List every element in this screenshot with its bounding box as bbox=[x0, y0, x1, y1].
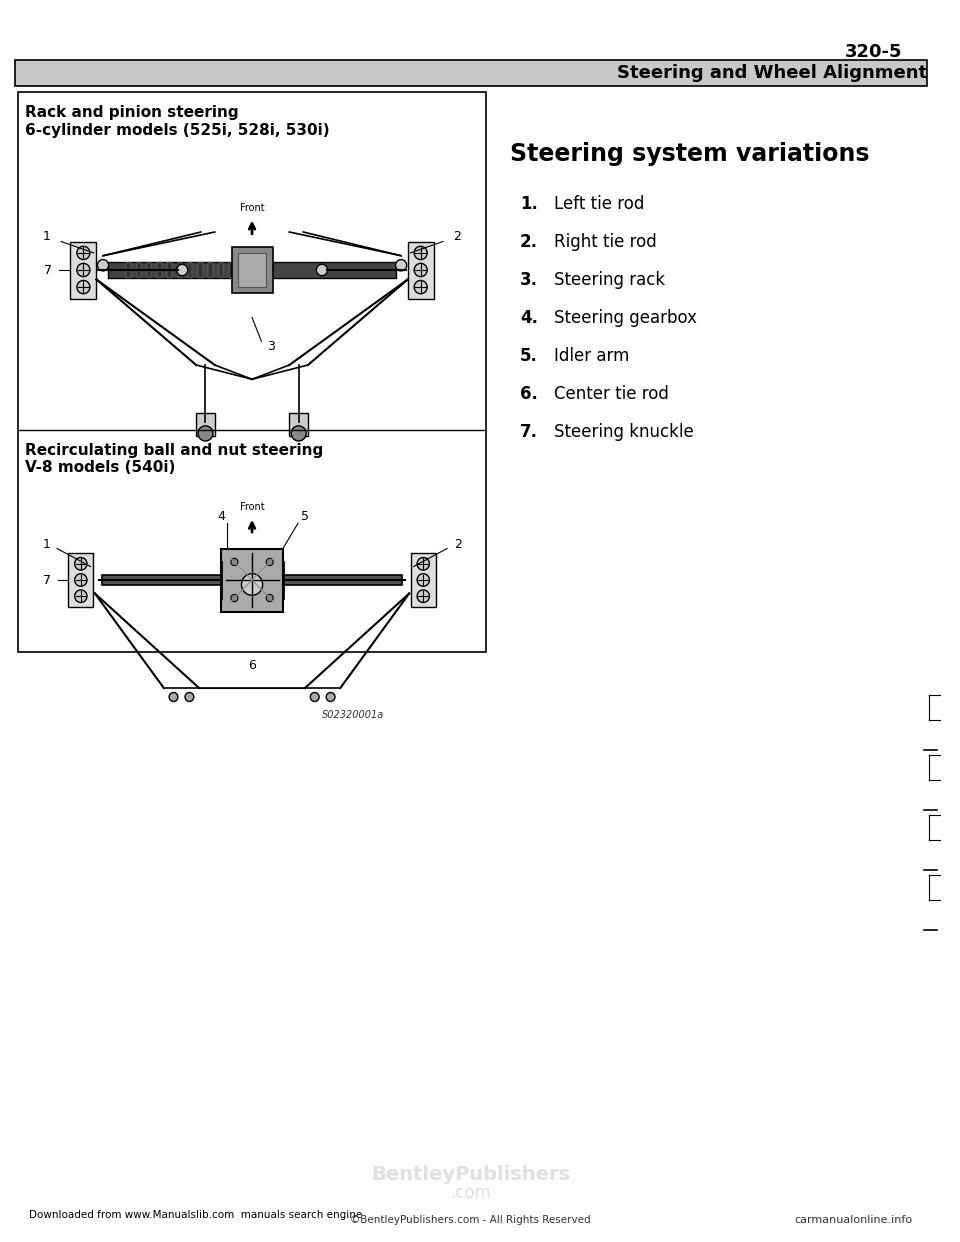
Circle shape bbox=[266, 559, 274, 565]
Bar bbox=[157, 262, 161, 278]
Bar bbox=[188, 262, 192, 278]
Bar bbox=[196, 412, 215, 436]
Text: Front: Front bbox=[240, 503, 264, 513]
Bar bbox=[167, 262, 172, 278]
Text: 1: 1 bbox=[43, 230, 51, 243]
Circle shape bbox=[414, 263, 427, 277]
Text: Recirculating ball and nut steering: Recirculating ball and nut steering bbox=[26, 442, 324, 457]
Circle shape bbox=[230, 559, 238, 565]
Text: 6.: 6. bbox=[519, 385, 538, 402]
Text: 1.: 1. bbox=[519, 195, 538, 212]
Bar bbox=[219, 262, 223, 278]
Circle shape bbox=[230, 595, 238, 601]
Circle shape bbox=[396, 260, 407, 271]
Circle shape bbox=[75, 574, 87, 586]
Text: BentleyPublishers: BentleyPublishers bbox=[372, 1165, 570, 1185]
Circle shape bbox=[266, 595, 274, 601]
Text: 6: 6 bbox=[248, 660, 256, 672]
Bar bbox=[108, 262, 396, 278]
Bar bbox=[17, 92, 487, 652]
Bar bbox=[239, 262, 244, 278]
Bar bbox=[127, 262, 131, 278]
Text: Steering rack: Steering rack bbox=[554, 271, 665, 289]
Text: 5: 5 bbox=[301, 510, 309, 523]
Circle shape bbox=[77, 246, 90, 260]
Bar bbox=[289, 412, 308, 436]
Bar bbox=[198, 262, 203, 278]
Circle shape bbox=[326, 693, 335, 702]
Circle shape bbox=[198, 426, 213, 441]
Circle shape bbox=[414, 246, 427, 260]
Bar bbox=[178, 262, 182, 278]
Bar bbox=[14, 60, 926, 86]
Circle shape bbox=[291, 426, 306, 441]
Text: 320-5: 320-5 bbox=[845, 43, 902, 61]
Bar bbox=[231, 247, 273, 293]
Bar bbox=[238, 253, 266, 287]
Bar bbox=[68, 553, 93, 607]
Text: Right tie rod: Right tie rod bbox=[554, 233, 657, 251]
Text: ©BentleyPublishers.com - All Rights Reserved: ©BentleyPublishers.com - All Rights Rese… bbox=[350, 1215, 591, 1225]
Text: Steering system variations: Steering system variations bbox=[510, 142, 870, 166]
Circle shape bbox=[417, 558, 429, 570]
Text: Downloaded from www.Manualslib.com  manuals search engine: Downloaded from www.Manualslib.com manua… bbox=[30, 1210, 363, 1220]
Text: Steering gearbox: Steering gearbox bbox=[554, 309, 697, 327]
Bar bbox=[221, 549, 283, 611]
Circle shape bbox=[185, 693, 194, 702]
Text: Center tie rod: Center tie rod bbox=[554, 385, 669, 402]
Text: Front: Front bbox=[240, 202, 264, 212]
Text: 2: 2 bbox=[453, 230, 461, 243]
Bar bbox=[102, 575, 402, 585]
Circle shape bbox=[75, 590, 87, 602]
Bar bbox=[147, 262, 152, 278]
Bar bbox=[411, 553, 436, 607]
Text: S02320001a: S02320001a bbox=[323, 710, 384, 720]
Bar bbox=[208, 262, 213, 278]
Text: Left tie rod: Left tie rod bbox=[554, 195, 644, 212]
Circle shape bbox=[242, 574, 263, 595]
Circle shape bbox=[414, 281, 427, 294]
Text: 1: 1 bbox=[42, 538, 50, 550]
Circle shape bbox=[417, 574, 429, 586]
Text: Steering and Wheel Alignment: Steering and Wheel Alignment bbox=[616, 65, 926, 82]
Text: V-8 models (540i): V-8 models (540i) bbox=[26, 461, 176, 476]
Text: 3.: 3. bbox=[519, 271, 538, 289]
Circle shape bbox=[317, 265, 327, 276]
Text: 3: 3 bbox=[267, 339, 275, 353]
Text: 7: 7 bbox=[43, 574, 51, 586]
Circle shape bbox=[310, 693, 319, 702]
Text: 2.: 2. bbox=[519, 233, 538, 251]
Circle shape bbox=[177, 265, 188, 276]
Text: Steering knuckle: Steering knuckle bbox=[554, 424, 694, 441]
Bar bbox=[70, 241, 96, 298]
Circle shape bbox=[417, 590, 429, 602]
Circle shape bbox=[77, 281, 90, 294]
Text: 4.: 4. bbox=[519, 309, 538, 327]
Text: carmanualonline.info: carmanualonline.info bbox=[794, 1215, 912, 1225]
Circle shape bbox=[75, 558, 87, 570]
Text: 7.: 7. bbox=[519, 424, 538, 441]
Circle shape bbox=[169, 693, 178, 702]
Text: 5.: 5. bbox=[519, 347, 538, 365]
Text: Rack and pinion steering: Rack and pinion steering bbox=[26, 104, 239, 119]
Circle shape bbox=[77, 263, 90, 277]
Text: 4: 4 bbox=[217, 510, 225, 523]
Text: .com: .com bbox=[450, 1184, 492, 1202]
Text: 7: 7 bbox=[44, 263, 52, 277]
Bar bbox=[228, 262, 233, 278]
Circle shape bbox=[97, 260, 108, 271]
Text: 2: 2 bbox=[454, 538, 462, 550]
Bar bbox=[408, 241, 434, 298]
Text: 6-cylinder models (525i, 528i, 530i): 6-cylinder models (525i, 528i, 530i) bbox=[26, 123, 330, 138]
Text: Idler arm: Idler arm bbox=[554, 347, 630, 365]
Bar bbox=[136, 262, 141, 278]
